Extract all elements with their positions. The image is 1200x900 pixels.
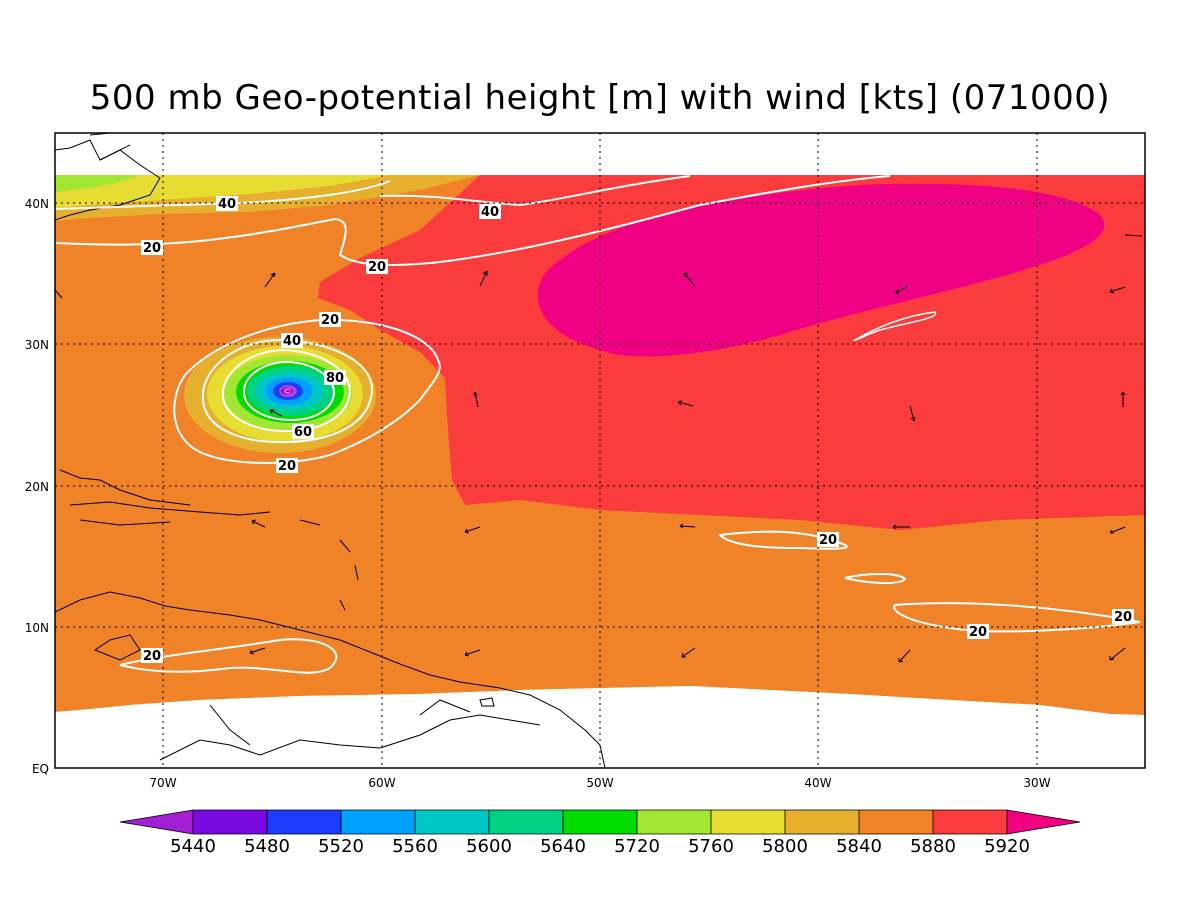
lat-label: 40N [25, 197, 49, 211]
colorbar-bin [267, 810, 341, 834]
coastlines [55, 133, 606, 768]
lon-label: 40W [804, 776, 831, 790]
colorbar-label: 5520 [318, 836, 364, 857]
colorbar-label: 5560 [392, 836, 438, 857]
contour-label: 40 [481, 205, 499, 220]
longitude-labels: 70W 60W 50W 40W 30W [149, 776, 1050, 790]
colorbar-label: 5600 [466, 836, 512, 857]
colorbar-label: 5880 [910, 836, 956, 857]
colorbar: 5440 5480 5520 5560 5600 5640 5720 5760 … [119, 809, 1081, 857]
field-above-5920 [537, 183, 1105, 357]
contour-label: 60 [294, 425, 312, 440]
colorbar-below-arrow [120, 810, 193, 834]
lat-label: 30N [25, 338, 49, 352]
colorbar-label: 5800 [762, 836, 808, 857]
colorbar-label: 5920 [984, 836, 1030, 857]
contour-label: 40 [283, 334, 301, 349]
filled-contours [55, 133, 1145, 768]
colorbar-bin [859, 810, 933, 834]
lat-label: 10N [25, 621, 49, 635]
latitude-labels: 40N 30N 20N 10N EQ [25, 197, 49, 776]
colorbar-bin [711, 810, 785, 834]
field-5800-north [55, 175, 390, 208]
contour-label: 20 [143, 241, 161, 256]
contour-label: 20 [143, 649, 161, 664]
field-5760-north [55, 175, 140, 192]
lon-label: 50W [586, 776, 613, 790]
plot-frame [54, 132, 1146, 769]
contour-label: 20 [1114, 610, 1132, 625]
colorbar-label: 5480 [244, 836, 290, 857]
colorbar-bin [637, 810, 711, 834]
lon-label: 60W [368, 776, 395, 790]
colorbar-label: 5440 [170, 836, 216, 857]
colorbar-bin [785, 810, 859, 834]
wind-vectors [55, 234, 1143, 663]
colorbar-bin [489, 810, 563, 834]
colorbar-label: 5720 [614, 836, 660, 857]
contour-labels: 40 40 20 20 20 40 80 60 20 20 20 20 20 [141, 196, 1134, 664]
contour-label: 20 [969, 625, 987, 640]
colorbar-label: 5760 [688, 836, 734, 857]
lat-label: 20N [25, 480, 49, 494]
map-title: 500 mb Geo-potential height [m] with win… [89, 78, 1111, 118]
colorbar-bin [563, 810, 637, 834]
lat-label: EQ [32, 762, 49, 776]
contour-label: 20 [819, 533, 837, 548]
colorbar-bin [193, 810, 267, 834]
lon-label: 70W [149, 776, 176, 790]
lon-label: 30W [1023, 776, 1050, 790]
contour-label: 80 [326, 371, 344, 386]
colorbar-above-arrow [1007, 810, 1080, 834]
colorbar-bin [415, 810, 489, 834]
colorbar-bin [933, 810, 1007, 834]
contour-label: 20 [278, 459, 296, 474]
contour-label: 20 [321, 313, 339, 328]
colorbar-bin [341, 810, 415, 834]
cyclone-center-contours [279, 385, 297, 397]
contour-label: 20 [368, 260, 386, 275]
wind-contours [55, 175, 1141, 674]
contour-label: 40 [218, 197, 236, 212]
colorbar-label: 5840 [836, 836, 882, 857]
colorbar-label: 5640 [540, 836, 586, 857]
